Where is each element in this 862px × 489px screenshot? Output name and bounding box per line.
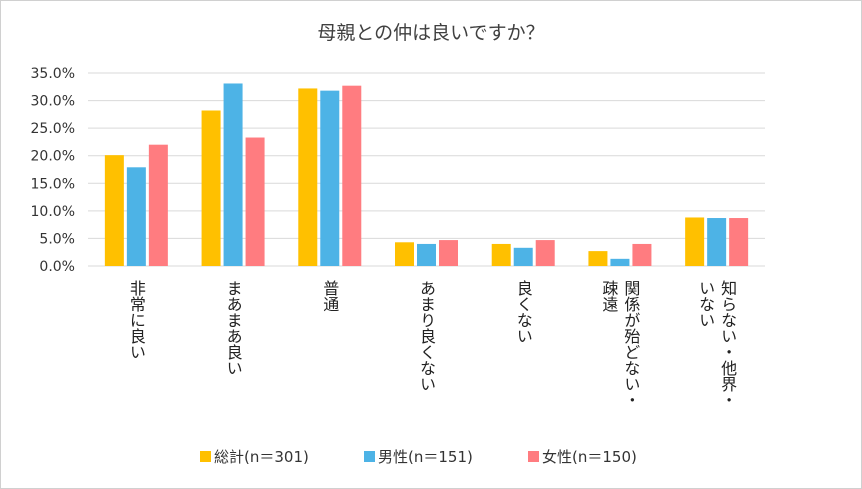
bar-1-2: [201, 110, 221, 266]
legend-swatch-3: [528, 451, 539, 462]
legend-swatch-2: [364, 451, 375, 462]
legend-swatch-1: [200, 451, 211, 462]
legend-label-3: 女性(n＝150): [542, 448, 637, 466]
bar-3-7: [729, 218, 749, 266]
y-tick-label: 20.0%: [31, 149, 75, 165]
bar-3-5: [535, 240, 555, 266]
bar-3-1: [148, 144, 168, 266]
legend-label-1: 総計(n＝301): [214, 448, 309, 466]
bar-2-4: [417, 243, 436, 266]
bar-2-5: [513, 247, 533, 266]
y-tick-label: 5.0%: [39, 231, 75, 247]
bar-1-5: [491, 243, 511, 266]
category-label: 良くない: [514, 280, 533, 344]
bar-2-3: [320, 90, 340, 266]
bar-3-4: [439, 240, 458, 266]
bar-1-3: [298, 88, 318, 266]
bar-2-2: [223, 83, 243, 266]
bar-3-6: [632, 243, 652, 266]
legend-label-2: 男性(n＝151): [378, 448, 473, 466]
y-tick-label: 25.0%: [31, 121, 75, 137]
category-label: 普通: [320, 280, 339, 312]
category-label: 関係が殆どない・: [621, 280, 640, 408]
y-tick-label: 15.0%: [31, 176, 75, 192]
y-tick-label: 10.0%: [31, 204, 75, 220]
bar-3-3: [342, 85, 362, 266]
category-label: 知らない・他界・: [718, 280, 737, 408]
bar-2-1: [126, 167, 146, 266]
bar-1-1: [104, 155, 124, 266]
bar-1-6: [588, 251, 608, 266]
bar-3-2: [245, 137, 265, 266]
bar-2-6: [610, 258, 630, 266]
chart-title: 母親との仲は良いですか？: [317, 22, 545, 44]
bar-2-7: [707, 218, 727, 266]
category-label: まあまあ良い: [224, 280, 243, 376]
y-tick-label: 0.0%: [39, 259, 75, 275]
y-tick-label: 35.0%: [31, 66, 75, 82]
category-label: いない: [696, 280, 715, 328]
bar-1-4: [395, 242, 414, 266]
category-label: 非常に良い: [127, 280, 146, 360]
category-label: 疎遠: [599, 280, 618, 313]
category-label: あまり良くない: [417, 280, 436, 392]
y-tick-label: 30.0%: [31, 94, 75, 110]
bar-1-7: [685, 217, 705, 266]
